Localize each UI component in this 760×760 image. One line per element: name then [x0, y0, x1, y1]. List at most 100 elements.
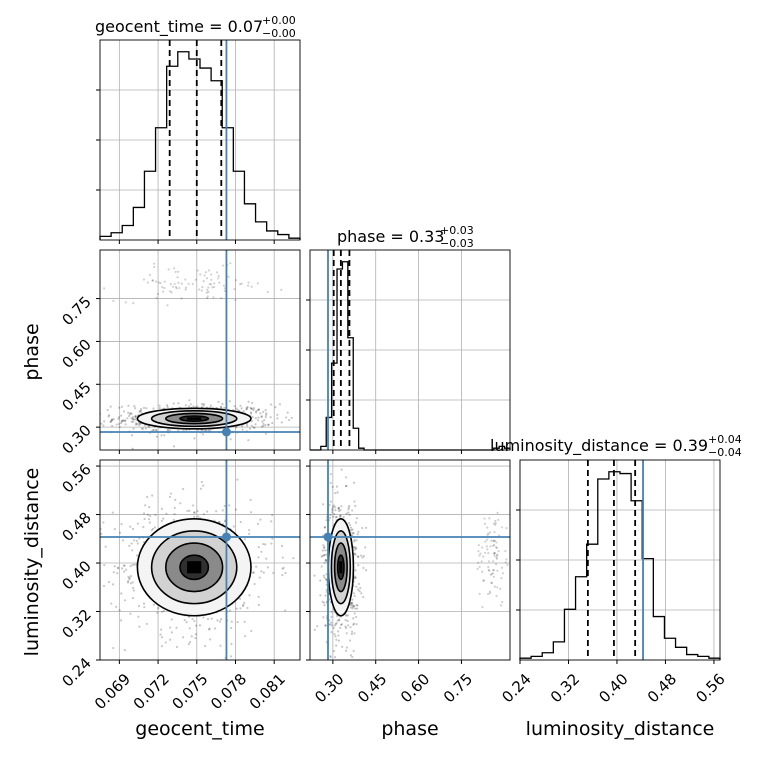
sample-point: [347, 624, 350, 627]
sample-point: [328, 619, 331, 622]
sample-point: [494, 522, 497, 525]
sample-point: [337, 508, 340, 511]
sample-point: [202, 616, 205, 619]
sample-point: [155, 296, 158, 300]
sample-point: [124, 423, 127, 426]
sample-point: [350, 606, 353, 609]
sample-point: [160, 434, 163, 437]
sample-point: [135, 554, 139, 557]
sample-point: [149, 514, 152, 518]
sample-point: [238, 409, 241, 412]
sample-point: [155, 429, 158, 432]
sample-point: [132, 427, 135, 430]
sample-point: [249, 511, 253, 514]
sample-point: [319, 579, 322, 582]
sample-point: [117, 417, 120, 420]
sample-point: [270, 520, 273, 523]
sample-point: [353, 540, 356, 543]
sample-point: [340, 623, 344, 626]
sample-point: [492, 544, 495, 547]
sample-point: [130, 542, 133, 545]
histogram-step: [519, 471, 721, 660]
sample-point: [195, 624, 198, 627]
sample-point: [478, 565, 481, 569]
sample-point: [265, 557, 268, 560]
sample-point: [123, 649, 126, 652]
sample-point: [127, 580, 130, 583]
sample-point: [175, 287, 178, 290]
sample-point: [104, 545, 107, 548]
sample-point: [354, 504, 357, 507]
sample-point: [352, 605, 356, 608]
sample-point: [174, 498, 177, 501]
sample-point: [132, 539, 136, 542]
sample-point: [180, 282, 183, 285]
sample-point: [349, 626, 352, 629]
sample-point: [180, 297, 183, 300]
sample-point: [345, 476, 348, 479]
sample-point: [120, 567, 124, 570]
sample-point: [169, 492, 172, 495]
sample-point: [112, 418, 115, 421]
sample-point: [330, 610, 333, 614]
sample-point: [249, 498, 252, 501]
sample-point: [252, 571, 255, 574]
sample-point: [129, 525, 132, 528]
truth-marker: [323, 532, 333, 542]
sample-point: [219, 644, 222, 647]
sample-point: [102, 521, 105, 524]
sample-point: [360, 592, 363, 595]
sample-point: [329, 623, 332, 626]
sample-point: [355, 604, 358, 607]
sample-point: [345, 614, 348, 617]
sample-point: [480, 560, 483, 563]
sample-point: [113, 527, 116, 531]
sample-point: [133, 563, 136, 566]
sample-point: [160, 507, 164, 510]
panel-content: [100, 250, 300, 450]
sample-point: [158, 406, 161, 410]
sample-point: [221, 402, 224, 406]
sample-point: [256, 419, 260, 422]
sample-point: [322, 616, 325, 619]
sample-point: [124, 568, 128, 571]
sample-point: [193, 511, 196, 514]
sample-point: [192, 504, 195, 507]
sample-point: [350, 630, 354, 633]
sample-point: [341, 645, 344, 648]
sample-point: [356, 533, 359, 536]
sample-point: [490, 581, 493, 584]
sample-point: [129, 612, 132, 615]
sample-point: [331, 505, 335, 508]
sample-point: [128, 413, 132, 416]
sample-point: [142, 278, 146, 281]
sample-point: [365, 526, 368, 529]
panel-frame: [99, 39, 301, 241]
sample-point: [255, 410, 258, 413]
sample-point: [350, 601, 353, 605]
sample-point: [151, 494, 154, 497]
sample-point: [131, 527, 135, 531]
sample-point: [162, 517, 165, 520]
sample-point: [487, 568, 490, 572]
sample-point: [281, 567, 284, 570]
density-core: [187, 561, 202, 574]
sample-point: [122, 410, 126, 413]
sample-point: [110, 602, 113, 605]
x-axis-label-geocent-time: geocent_time: [135, 718, 264, 740]
sample-point: [131, 596, 135, 600]
sample-point: [322, 574, 325, 577]
sample-point: [163, 434, 166, 437]
sample-point: [347, 521, 351, 524]
sample-point: [505, 558, 508, 561]
sample-point: [356, 604, 359, 607]
sample-point: [504, 549, 507, 553]
sample-point: [173, 282, 176, 286]
sample-point: [202, 280, 205, 283]
sample-point: [495, 541, 498, 544]
sample-point: [355, 539, 358, 542]
sample-point: [336, 491, 339, 494]
sample-point: [111, 424, 114, 428]
sample-point: [333, 624, 337, 627]
sample-point: [240, 282, 243, 285]
